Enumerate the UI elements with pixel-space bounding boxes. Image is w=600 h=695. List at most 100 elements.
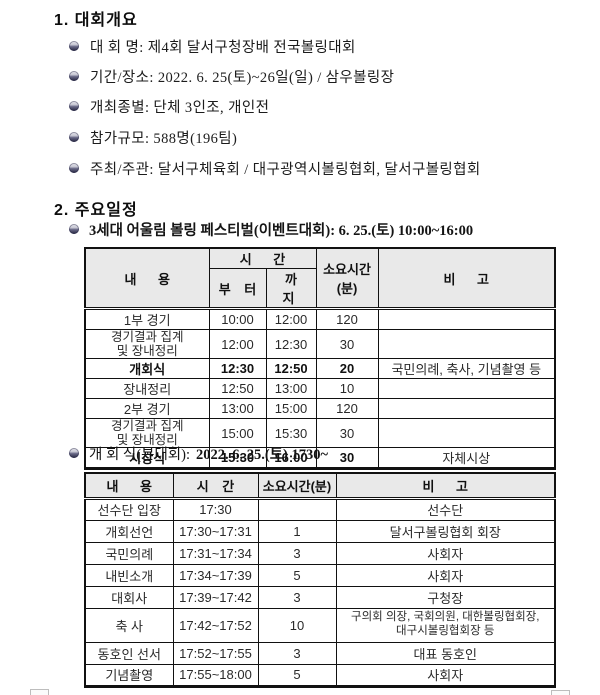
overview-item-name: 대 회 명: 제4회 달서구청장배 전국볼링대회 <box>69 36 356 56</box>
overview-item-label: 참가규모: 588명(196팀) <box>90 130 238 147</box>
table-row: 국민의례 17:31~17:34 3 사회자 <box>84 541 556 565</box>
cell-note: 사회자 <box>335 541 556 565</box>
cell-note: 국민의례, 축사, 기념촬영 등 <box>377 358 556 379</box>
table-row: 동호인 선서 17:52~17:55 3 대표 동호인 <box>84 641 556 665</box>
cell-duration: 5 <box>257 563 337 587</box>
cell-note: 선수단 <box>335 496 556 521</box>
ball-bullet-icon <box>69 101 79 111</box>
cell-duration: 30 <box>315 329 379 359</box>
table-row: 선수단 입장 17:30 선수단 <box>84 496 556 521</box>
cell-from: 12:50 <box>208 378 267 399</box>
table-header-row: 내 용 시 간 소요시간(분) 비 고 <box>84 247 556 309</box>
header-note: 비 고 <box>335 472 556 499</box>
cell-from: 12:00 <box>208 329 267 359</box>
cell-content: 2부 경기 <box>84 398 210 419</box>
table-row: 1부 경기 10:00 12:00 120 <box>84 307 556 330</box>
table-header-row: 내 용 시 간 소요시간(분) 비 고 <box>84 472 556 499</box>
cell-to: 13:00 <box>265 378 317 399</box>
table-row-awards: 시상식 15:30 16:00 30 자체시상 <box>84 447 556 469</box>
cell-content: 국민의례 <box>84 541 174 565</box>
cell-to: 15:00 <box>265 398 317 419</box>
cell-time: 17:55~18:00 <box>172 663 259 687</box>
ceremony-title-date: 2022. 6. 25.(토) 1730~ <box>195 446 329 463</box>
table-row: 2부 경기 13:00 15:00 120 <box>84 398 556 419</box>
cell-time: 17:31~17:34 <box>172 541 259 565</box>
overview-item-participants: 참가규모: 588명(196팀) <box>69 127 237 147</box>
cell-note: 사회자 <box>335 663 556 687</box>
ceremony-title-label: 개 회 식(본대회): <box>89 446 190 463</box>
ball-bullet-icon <box>69 132 79 142</box>
table-row-congrats: 축 사 17:42~17:52 10 구의회 의장, 국회의원, 대한볼링협회장… <box>84 607 556 643</box>
cell-note: 자체시상 <box>377 447 556 469</box>
cell-duration: 30 <box>315 447 379 469</box>
header-content: 내 용 <box>84 472 174 499</box>
overview-item-label: 대 회 명: 제4회 달서구청장배 전국볼링대회 <box>90 39 356 56</box>
cell-duration: 120 <box>315 307 379 330</box>
festival-title-text: 3세대 어울림 볼링 페스티벌(이벤트대회): 6. 25.(토) 10:00~… <box>89 222 474 239</box>
cell-content: 내빈소개 <box>84 563 174 587</box>
cell-duration <box>257 496 337 521</box>
table-row: 경기결과 집계 및 장내정리 15:00 15:30 30 <box>84 418 556 448</box>
cell-note: 구의회 의장, 국회의원, 대한볼링협회장, 대구시볼링협회장 등 <box>335 607 556 643</box>
cell-duration: 3 <box>257 541 337 565</box>
header-time-from: 부 터 <box>208 268 267 309</box>
cell-content: 대회사 <box>84 585 174 609</box>
festival-event-title: 3세대 어울림 볼링 페스티벌(이벤트대회): 6. 25.(토) 10:00~… <box>69 219 473 239</box>
cell-note <box>377 307 556 330</box>
ball-bullet-icon <box>69 41 79 51</box>
cell-from: 15:30 <box>208 447 267 469</box>
ceremony-event-title: 개 회 식(본대회): 2022. 6. 25.(토) 1730~ <box>69 443 328 463</box>
cell-duration: 120 <box>315 398 379 419</box>
overview-item-events: 개최종별: 단체 3인조, 개인전 <box>69 96 269 116</box>
overview-item-label: 개최종별: 단체 3인조, 개인전 <box>90 99 270 116</box>
cell-content: 개회선언 <box>84 519 174 543</box>
table-subheader-row: 부 터 까 지 <box>85 268 555 309</box>
cell-note <box>377 329 556 359</box>
cell-content: 동호인 선서 <box>84 641 174 665</box>
cell-duration: 3 <box>257 641 337 665</box>
table-row: 대회사 17:39~17:42 3 구청장 <box>84 585 556 609</box>
cell-duration: 1 <box>257 519 337 543</box>
cell-content: 장내정리 <box>84 378 210 399</box>
ball-bullet-icon <box>69 163 79 173</box>
festival-schedule-table: 내 용 시 간 소요시간(분) 비 고 부 터 까 지 1부 경기 10:00 … <box>84 247 557 470</box>
cell-from: 12:30 <box>208 358 267 379</box>
page-corner-artifact-right <box>551 690 570 695</box>
cell-duration: 5 <box>257 663 337 687</box>
cell-time: 17:52~17:55 <box>172 641 259 665</box>
cell-from: 13:00 <box>208 398 267 419</box>
cell-to: 12:00 <box>265 307 317 330</box>
cell-note: 사회자 <box>335 563 556 587</box>
section-overview-heading: 1. 대회개요 <box>54 12 138 29</box>
table-row: 장내정리 12:50 13:00 10 <box>84 378 556 399</box>
header-note: 비 고 <box>377 247 556 309</box>
cell-duration: 20 <box>315 358 379 379</box>
overview-item-date-venue: 기간/장소: 2022. 6. 25(토)~26일(일) / 삼우볼링장 <box>69 66 394 86</box>
header-duration: 소요시간(분) <box>257 472 337 499</box>
cell-content: 선수단 입장 <box>84 496 174 521</box>
cell-duration: 10 <box>257 607 337 643</box>
table-row: 기념촬영 17:55~18:00 5 사회자 <box>84 663 556 687</box>
header-duration: 소요시간(분) <box>315 247 379 309</box>
cell-content: 축 사 <box>84 607 174 643</box>
overview-item-label: 주최/주관: 달서구체육회 / 대구광역시볼링협회, 달서구볼링협회 <box>90 161 481 178</box>
cell-to: 12:50 <box>265 358 317 379</box>
page-corner-artifact-left <box>30 689 49 695</box>
cell-time: 17:30~17:31 <box>172 519 259 543</box>
table-row: 내빈소개 17:34~17:39 5 사회자 <box>84 563 556 587</box>
cell-note: 대표 동호인 <box>335 641 556 665</box>
overview-item-label: 기간/장소: 2022. 6. 25(토)~26일(일) / 삼우볼링장 <box>90 69 395 86</box>
cell-time: 17:30 <box>172 496 259 521</box>
header-content: 내 용 <box>84 247 210 309</box>
table-row: 개회선언 17:30~17:31 1 달서구볼링협회 회장 <box>84 519 556 543</box>
cell-duration: 10 <box>315 378 379 399</box>
ceremony-schedule-table: 내 용 시 간 소요시간(분) 비 고 선수단 입장 17:30 선수단 개회선… <box>84 472 556 688</box>
cell-note <box>377 418 556 448</box>
cell-content: 기념촬영 <box>84 663 174 687</box>
cell-from: 10:00 <box>208 307 267 330</box>
cell-note <box>377 378 556 399</box>
cell-to: 12:30 <box>265 329 317 359</box>
ball-bullet-icon <box>69 224 79 234</box>
ball-bullet-icon <box>69 71 79 81</box>
